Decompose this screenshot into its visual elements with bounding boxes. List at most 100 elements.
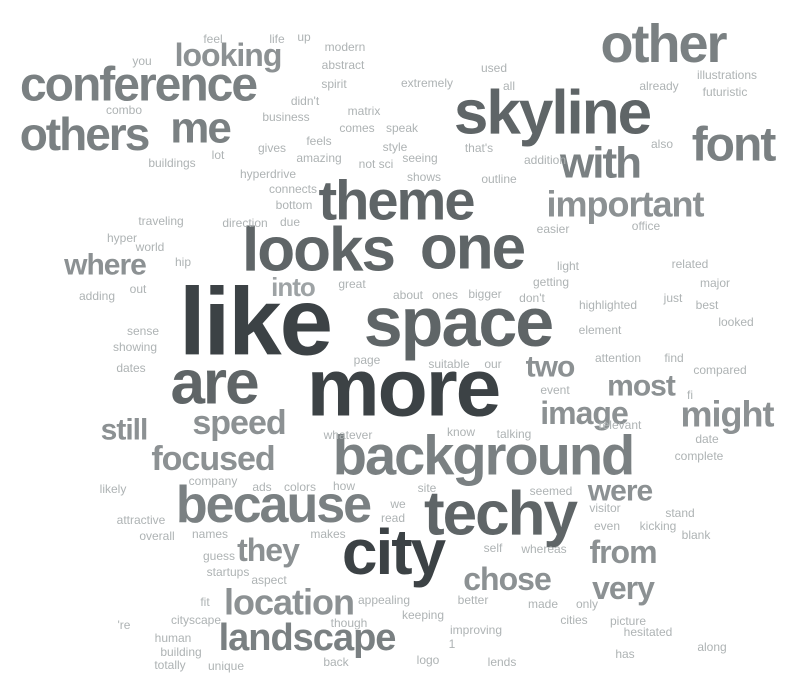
word-gives: gives [258,141,286,155]
word-hyper: hyper [107,231,137,245]
word-know: know [447,425,475,439]
word-style: style [383,140,408,154]
word-seemed: seemed [530,484,573,498]
word-unique: unique [208,659,244,673]
word-whatever: whatever [323,428,373,442]
word-hip: hip [175,255,191,269]
word-feel: feel [203,32,222,46]
word-up: up [297,30,311,44]
word-attention: attention [595,351,641,365]
word-world: world [135,240,165,254]
word-with: with [559,139,640,188]
word-fit: fit [200,595,210,609]
word-all: all [503,79,515,93]
word-keeping: keeping [402,608,444,622]
word-totally: totally [154,658,185,672]
word-likely: likely [100,482,127,496]
word-modern: modern [325,40,366,54]
word-looking: looking [175,37,282,73]
word-speed: speed [192,404,285,442]
word-location: location [224,582,354,623]
word-others: others [20,108,149,160]
word-has: has [615,647,634,661]
word-blank: blank [682,528,712,542]
word-direction: direction [222,216,267,230]
word-already: already [639,79,678,93]
word-image: image [540,395,628,431]
word-because: because [176,476,371,534]
word-still: still [101,414,148,447]
word-life: life [269,32,285,46]
word-find: find [664,351,683,365]
word-visitor: visitor [589,501,620,515]
word-connects: connects [269,182,317,196]
word-adding: adding [79,289,115,303]
word-amazing: amazing [296,151,341,165]
word-other: other [601,14,728,74]
word-futuristic: futuristic [703,85,748,99]
word-great: great [338,277,366,291]
word-one: one [420,214,525,283]
word-event: event [540,383,570,397]
word-only: only [576,597,598,611]
word-conference: conference [20,59,257,112]
word-ads: ads [252,480,271,494]
word-bigger: bigger [468,287,501,301]
word-where: where [63,249,146,282]
word-two: two [526,351,575,384]
word-names: names [192,527,228,541]
word-made: made [528,597,558,611]
word-like: like [179,269,331,376]
word-dates: dates [116,361,145,375]
word-outline: outline [481,172,517,186]
word-speak: speak [386,121,419,135]
word-landscape: landscape [219,617,396,659]
word-feels: feels [306,134,331,148]
word-human: human [155,631,192,645]
word-focused: focused [151,440,274,478]
word-we: we [389,497,406,511]
word-overall: overall [139,529,174,543]
word-along: along [697,640,726,654]
word-ones: ones [432,288,458,302]
word-relevant: relevant [599,418,642,432]
word-out: out [130,282,147,296]
word-looked: looked [718,315,753,329]
word-didnt: didn't [291,94,320,108]
word-skyline: skyline [454,79,651,148]
word-attractive: attractive [117,513,166,527]
word-fi: fi [687,388,693,402]
word-cityscape: cityscape [171,613,221,627]
word-colors: colors [284,480,316,494]
word-1: 1 [449,637,456,651]
word-more: more [307,343,500,434]
word-complete: complete [675,449,724,463]
word-getting: getting [533,275,569,289]
word-showing: showing [113,340,157,354]
word-font: font [692,119,777,172]
word-illustrations: illustrations [697,68,757,82]
word-picture: picture [610,614,646,628]
word-related: related [672,257,709,271]
word-they: they [237,532,300,568]
word-aspect: aspect [251,573,287,587]
word-not-sci: not sci [359,157,394,171]
word-dont: don't [519,291,545,305]
word-also: also [651,137,673,151]
word-easier: easier [537,222,570,236]
word-read: read [381,511,405,525]
word-matrix: matrix [348,104,381,118]
word-light: light [557,259,580,273]
word-suitable: suitable [428,357,470,371]
word-even: even [594,519,620,533]
word-shows: shows [407,170,441,184]
word-better: better [458,593,489,607]
word-re: 're [118,618,131,632]
word-improving: improving [450,623,502,637]
word-self: self [484,541,503,555]
word-city: city [342,516,447,588]
word-due: due [280,215,300,229]
word-chose: chose [463,561,551,597]
word-page: page [354,353,381,367]
word-are: are [170,349,258,418]
